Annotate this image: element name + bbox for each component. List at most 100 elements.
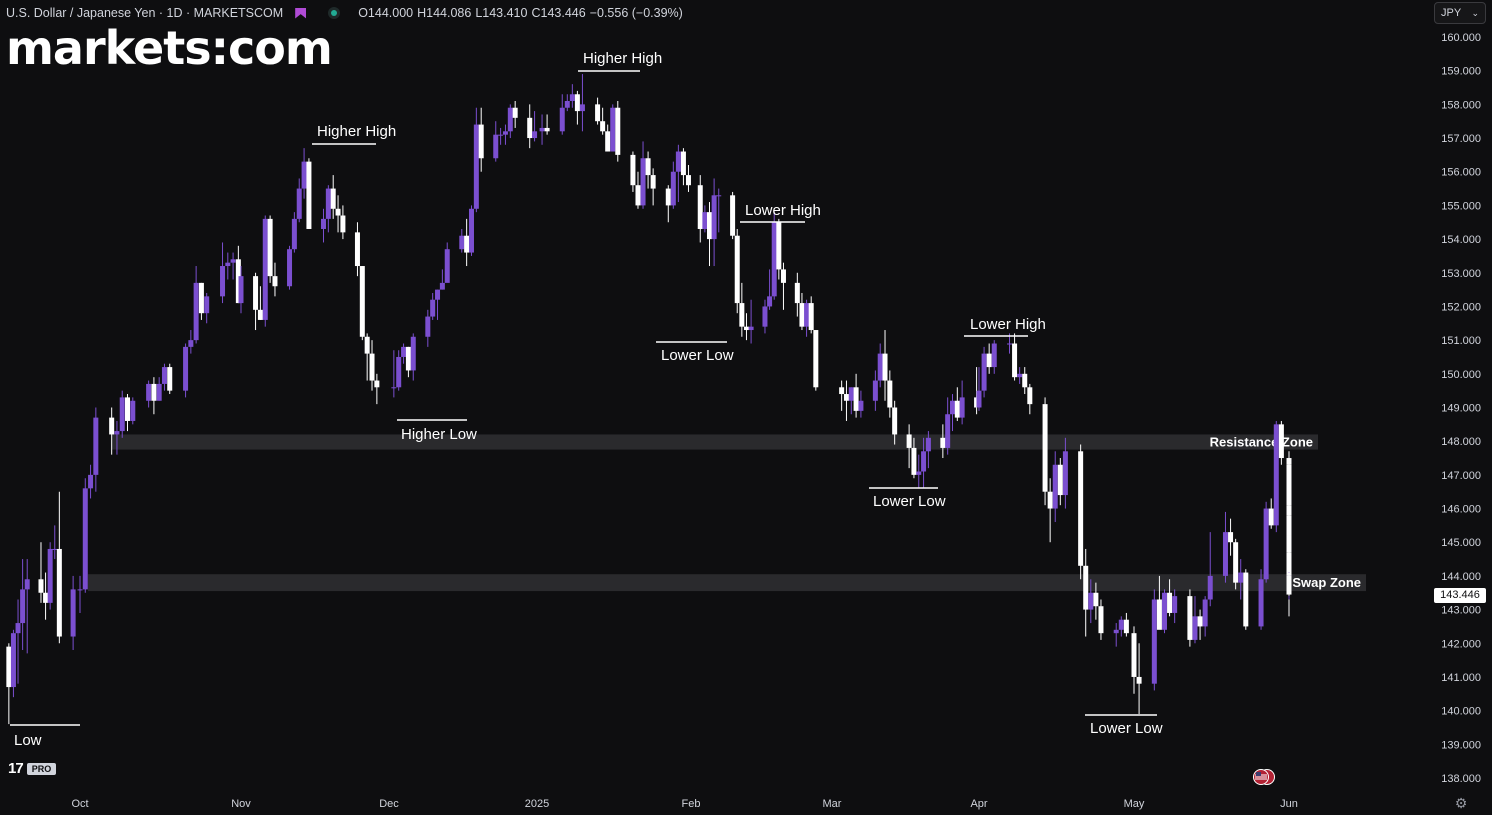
candle-body [77, 589, 83, 591]
y-tick-label: 152.000 [1441, 301, 1481, 313]
candle-body [1057, 464, 1063, 496]
candle-body [665, 188, 671, 206]
candle-body [435, 289, 441, 300]
markets-logo: markets:com [6, 21, 333, 75]
candle-body [1161, 592, 1167, 630]
y-tick-label: 141.000 [1441, 672, 1481, 684]
candle-body [600, 121, 606, 132]
candle-body [1167, 592, 1173, 613]
candle-body [858, 400, 864, 411]
candle-body [1172, 596, 1178, 613]
candle-body [6, 646, 12, 688]
candle-body [906, 434, 912, 448]
candle-body [296, 188, 302, 219]
candle-body [1113, 629, 1119, 634]
candle-body [1027, 387, 1033, 405]
candle-body [1118, 619, 1124, 630]
open-value: 144.000 [367, 6, 414, 20]
candle-body [512, 107, 518, 118]
candle-body [716, 195, 722, 197]
x-tick-label: 2025 [525, 798, 549, 810]
candle-body [1286, 575, 1292, 595]
candle-body [1088, 592, 1094, 610]
candle-body [230, 259, 236, 263]
candle-body [1093, 592, 1099, 607]
candle-body [1012, 343, 1018, 378]
candle-body [70, 589, 76, 637]
candle-body [1017, 373, 1023, 378]
symbol-title[interactable]: U.S. Dollar / Japanese Yen · 1D · MARKET… [6, 6, 284, 20]
annotation-label: Higher High [317, 123, 396, 140]
candle-body [47, 548, 53, 603]
candle-body [670, 171, 676, 206]
candle-body [1151, 599, 1157, 684]
candle-body [369, 353, 375, 381]
open-label: O [358, 6, 368, 20]
y-axis[interactable]: 160.000 159.000 158.000 157.000 156.000 155.0… [1441, 32, 1481, 785]
candle-body [253, 276, 259, 310]
y-tick-label: 150.000 [1441, 369, 1481, 381]
candle-body [1238, 572, 1244, 583]
candle-body [498, 134, 504, 136]
candle-body [439, 282, 445, 290]
gear-icon[interactable]: ⚙ [1454, 795, 1468, 811]
candle-body [130, 400, 136, 421]
low-label: L [475, 6, 483, 20]
y-tick-label: 151.000 [1441, 335, 1481, 347]
candle-body [916, 471, 922, 475]
y-tick-label: 139.000 [1441, 739, 1481, 751]
tradingview-logo[interactable]: 17 PRO [8, 760, 57, 777]
high-label: H [417, 6, 427, 20]
y-tick-label: 149.000 [1441, 403, 1481, 415]
candle-body [808, 303, 814, 331]
candle-body [401, 346, 407, 357]
candle-body [1202, 599, 1208, 627]
flag-icon[interactable] [295, 7, 307, 19]
candle-body [156, 383, 162, 401]
candle-body [1006, 343, 1012, 345]
candle-body [839, 387, 845, 395]
candle-body [853, 387, 859, 411]
y-tick-label: 138.000 [1441, 773, 1481, 785]
zone-label: Resistance Zone [1210, 435, 1313, 450]
candle-body [306, 161, 312, 229]
candle-body [945, 414, 951, 448]
candle-body [986, 353, 992, 368]
market-status-icon[interactable] [328, 7, 341, 19]
candle-body [949, 400, 955, 415]
candle-body [1187, 596, 1193, 640]
candle-body [464, 235, 470, 253]
currency-selector[interactable]: JPY ⌄ [1434, 2, 1486, 24]
x-tick-label: Mar [823, 798, 842, 810]
candle-body [813, 330, 819, 388]
y-tick-label: 142.000 [1441, 638, 1481, 650]
candle-body [56, 548, 62, 637]
candle-body [1047, 491, 1053, 509]
candle-body [762, 306, 768, 327]
y-tick-label: 157.000 [1441, 133, 1481, 145]
x-axis[interactable]: Oct Nov Dec 2025 Feb Mar Apr May Jun [71, 798, 1297, 810]
close-value: 143.446 [540, 6, 586, 20]
candle-body [1233, 542, 1239, 583]
candle-body [1207, 575, 1213, 600]
candle-body [730, 195, 736, 236]
candle-body [262, 218, 268, 320]
candle-body [235, 259, 241, 304]
candle-body [267, 218, 273, 277]
candle-body [991, 343, 997, 368]
candle-body [877, 353, 883, 381]
candle-body [88, 474, 94, 489]
candle-body [188, 340, 194, 347]
economic-event-icon[interactable] [1252, 768, 1276, 786]
candle-body [287, 249, 293, 287]
candle-body [734, 235, 740, 304]
candle-body [794, 282, 800, 304]
annotation-label: Lower Low [1090, 720, 1163, 737]
candle-body [52, 548, 58, 550]
candle-body [507, 107, 513, 132]
zone-band [88, 574, 1366, 592]
candle-body [843, 394, 849, 401]
candle-body [193, 282, 199, 341]
candle-body [1222, 532, 1228, 576]
